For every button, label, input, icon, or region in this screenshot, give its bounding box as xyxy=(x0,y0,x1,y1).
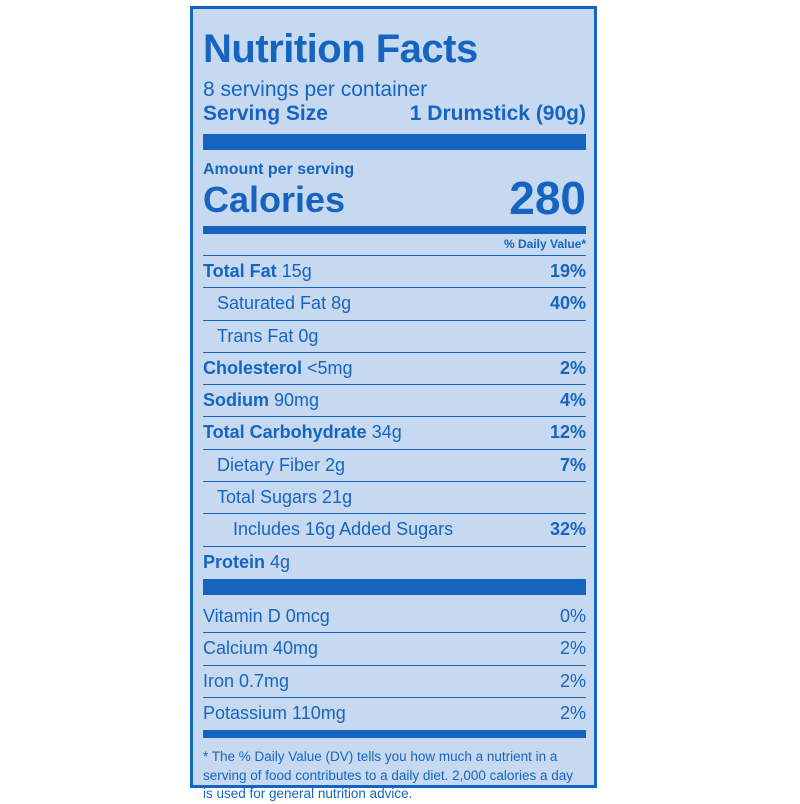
nutrient-name: Protein xyxy=(203,551,266,572)
serving-size-value: 1 Drumstick (90g) xyxy=(409,102,586,125)
vitamin-row-iron: Iron 0.7mg 2% xyxy=(203,666,586,698)
nutrient-row-cholesterol: Cholesterol <5mg 2% xyxy=(203,353,586,386)
nutrient-name: Sodium xyxy=(203,390,269,411)
nutrient-name: Total Sugars 21g xyxy=(217,487,353,508)
nutrient-name: Saturated Fat 8g xyxy=(217,293,352,314)
serving-size-row: Serving Size 1 Drumstick (90g) xyxy=(203,102,586,126)
divider-thick xyxy=(203,578,586,595)
vitamin-name: Calcium 40mg xyxy=(203,638,319,659)
vitamin-dv: 0% xyxy=(559,605,586,626)
vitamin-dv: 2% xyxy=(559,638,586,659)
nutrient-dv: 19% xyxy=(549,261,586,281)
amount-per-serving: Amount per serving xyxy=(203,161,355,178)
vitamin-row-vitamin-d: Vitamin D 0mcg 0% xyxy=(203,601,586,634)
nutrient-dv: 32% xyxy=(549,519,586,540)
nutrient-row-sodium: Sodium 90mg 4% xyxy=(203,385,586,418)
divider-medium xyxy=(203,730,586,739)
footnote: * The % Daily Value (DV) tells you how m… xyxy=(203,749,573,802)
serving-size-label: Serving Size xyxy=(203,102,328,125)
vitamin-row-potassium: Potassium 110mg 2% xyxy=(203,698,586,729)
nutrient-name: Total Carbohydrate xyxy=(203,422,367,443)
calories-row: Calories 280 xyxy=(203,172,586,224)
nutrient-name: Trans Fat 0g xyxy=(217,325,319,346)
label-title: Nutrition Facts xyxy=(203,27,478,71)
calories-value: 280 xyxy=(509,172,586,224)
nutrient-name: Dietary Fiber 2g xyxy=(217,454,346,475)
vitamin-dv: 2% xyxy=(559,702,586,723)
nutrient-row-total-carbohydrate: Total Carbohydrate 34g 12% xyxy=(203,417,586,450)
divider-thick xyxy=(203,134,586,150)
daily-value-header: % Daily Value* xyxy=(203,234,586,256)
nutrient-row-saturated-fat: Saturated Fat 8g 40% xyxy=(203,288,586,321)
nutrient-row-dietary-fiber: Dietary Fiber 2g 7% xyxy=(203,450,586,483)
nutrient-amount: 34g xyxy=(366,422,402,443)
nutrition-facts-label: Nutrition Facts 8 servings per container… xyxy=(190,6,597,801)
servings-per-container: 8 servings per container xyxy=(203,78,428,101)
nutrient-dv: 12% xyxy=(549,422,586,443)
vitamin-name: Vitamin D 0mcg xyxy=(203,605,330,626)
nutrient-row-added-sugars: Includes 16g Added Sugars 32% xyxy=(203,514,586,547)
nutrient-amount: 4g xyxy=(265,551,291,572)
nutrient-row-total-fat: Total Fat 15g 19% xyxy=(203,256,586,289)
nutrient-amount: 90mg xyxy=(269,390,320,411)
nutrient-dv: 2% xyxy=(559,357,586,378)
nutrient-name: Includes 16g Added Sugars xyxy=(233,519,454,540)
nutrient-row-protein: Protein 4g xyxy=(203,547,586,578)
vitamin-name: Iron 0.7mg xyxy=(203,670,290,691)
vitamin-dv: 2% xyxy=(559,670,586,691)
nutrient-amount: <5mg xyxy=(302,357,353,378)
nutrient-amount: 15g xyxy=(276,261,312,281)
calories-label: Calories xyxy=(203,179,346,220)
vitamin-name: Potassium 110mg xyxy=(203,702,346,723)
nutrient-name: Cholesterol xyxy=(203,357,303,378)
nutrient-row-total-sugars: Total Sugars 21g xyxy=(203,482,586,515)
divider-medium xyxy=(203,226,586,234)
vitamin-row-calcium: Calcium 40mg 2% xyxy=(203,633,586,666)
nutrient-name: Total Fat xyxy=(203,261,277,281)
nutrient-dv: 7% xyxy=(559,454,586,475)
nutrient-dv: 4% xyxy=(559,390,586,411)
nutrient-row-trans-fat: Trans Fat 0g xyxy=(203,321,586,353)
nutrient-dv: 40% xyxy=(549,293,586,314)
